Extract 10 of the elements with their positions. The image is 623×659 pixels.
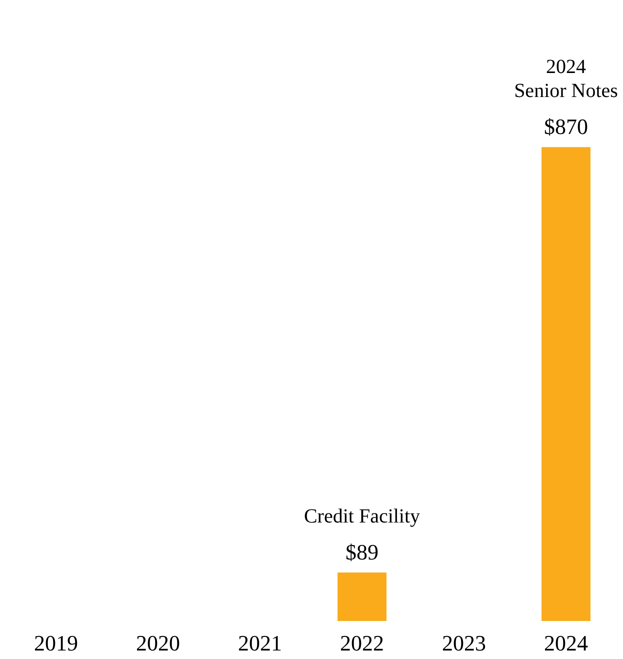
data-label: $89 [346, 540, 378, 565]
x-tick-label: 2019 [34, 630, 78, 656]
x-tick-label: 2020 [136, 630, 180, 656]
x-tick-label: 2021 [238, 630, 282, 656]
x-tick-label: 2023 [442, 630, 486, 656]
data-label: $870 [544, 114, 588, 140]
annotation: Credit Facility [304, 506, 420, 528]
annotation: 2024 Senior Notes [514, 56, 618, 102]
x-tick-label: 2022 [340, 630, 384, 656]
x-tick-label: 2024 [544, 630, 588, 656]
